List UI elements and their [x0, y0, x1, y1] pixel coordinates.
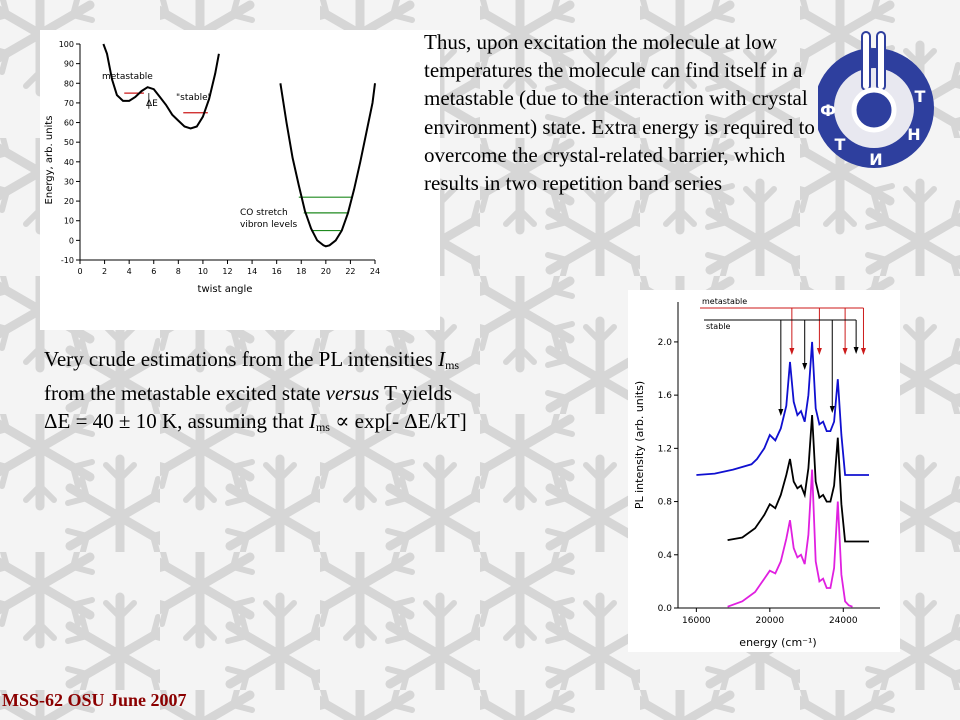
- metastable-arrowhead: [789, 348, 795, 355]
- chart1-y-tick-label: 40: [64, 158, 74, 167]
- annotation-co-stretch: CO stretch: [240, 208, 288, 218]
- chart1-x-tick-label: 24: [370, 267, 380, 276]
- chart1-y-tick-label: 90: [64, 60, 74, 69]
- footer-label: MSS-62 OSU June 2007: [2, 690, 187, 710]
- chart2-ylabel: PL intensity (arb. units): [633, 381, 646, 509]
- chart1-y-tick-label: 20: [64, 197, 74, 206]
- chart1-x-tick-label: 0: [77, 267, 82, 276]
- chart1-y-tick-label: 70: [64, 99, 74, 108]
- logo-letter: Т: [835, 135, 846, 154]
- stable-arrowhead: [829, 406, 835, 413]
- potential-curve: [279, 83, 376, 248]
- chart2-y-tick-label: 0.8: [658, 498, 673, 508]
- chart1-x-tick-label: 22: [345, 267, 355, 276]
- chart1-y-tick-label: 30: [64, 177, 74, 186]
- chart1-y-tick-label: 80: [64, 79, 74, 88]
- chart1-x-tick-label: 20: [321, 267, 331, 276]
- chart1-x-tick-label: 18: [296, 267, 306, 276]
- metastable-arrowhead: [842, 348, 848, 355]
- chart2-x-tick-label: 16000: [682, 616, 711, 626]
- chart1-y-tick-label: 10: [64, 217, 74, 226]
- chart2-xlabel: energy (cm⁻¹): [739, 636, 816, 649]
- chart1-x-tick-label: 12: [222, 267, 232, 276]
- chart2-y-tick-label: 1.2: [658, 444, 672, 454]
- chart1-y-tick-label: 0: [69, 236, 74, 245]
- stable-arrowhead: [778, 409, 784, 416]
- chart2-x-tick-label: 20000: [755, 616, 784, 626]
- pl-trace-blue: [696, 341, 869, 476]
- chart2-y-tick-label: 0.4: [658, 551, 673, 561]
- chart2-background: [628, 290, 900, 652]
- annotation-vibron-levels: vibron levels: [240, 220, 298, 230]
- metastable-arrowhead: [816, 348, 822, 355]
- chart2-y-tick-label: 2.0: [658, 338, 673, 348]
- chart2-y-tick-label: 1.6: [658, 391, 673, 401]
- chart1-x-tick-label: 6: [151, 267, 156, 276]
- annotation-stable: "stable": [176, 93, 212, 103]
- chart1-x-tick-label: 10: [198, 267, 208, 276]
- logo-letter: И: [869, 150, 882, 169]
- chart1-y-tick-label: 100: [59, 40, 74, 49]
- estimate-paragraph: Very crude estimations from the PL inten…: [44, 347, 467, 434]
- chart1-x-tick-label: 4: [127, 267, 132, 276]
- institute-logo-icon: Ф Т И Н Т: [818, 31, 934, 169]
- logo-letter: Ф: [820, 101, 836, 120]
- chart1-xlabel: twist angle: [198, 284, 253, 295]
- chart2-x-tick-label: 24000: [829, 616, 858, 626]
- intro-paragraph: Thus, upon excitation the molecule at lo…: [424, 30, 815, 196]
- potential-curve: [102, 43, 220, 130]
- annotation-delta-e: ΔE: [146, 99, 158, 109]
- energy-twist-angle-chart: 0 2 4 6 8 10 12 14 16 18 20 22 24-100102030405060708…: [40, 30, 440, 330]
- legend-metastable-label: metastable: [702, 297, 747, 306]
- chart1-ylabel: Energy, arb. units: [44, 116, 55, 205]
- chart1-x-tick-label: 14: [247, 267, 257, 276]
- chart1-x-tick-label: 8: [176, 267, 181, 276]
- logo-letter: Т: [915, 87, 926, 106]
- chart2-y-tick-label: 0.0: [658, 604, 673, 614]
- pl-trace-magenta: [727, 469, 853, 608]
- logo-letter: Н: [907, 125, 920, 144]
- stable-arrowhead: [802, 363, 808, 370]
- metastable-arrowhead: [860, 348, 866, 355]
- annotation-metastable: metastable: [102, 72, 153, 82]
- stable-arrowhead: [853, 347, 859, 354]
- chart1-background: [40, 30, 440, 330]
- legend-stable-label: stable: [706, 322, 731, 331]
- pl-trace-black: [727, 415, 869, 543]
- pl-spectrum-chart: 16000 20000 24000 0.0 0.4 0.8 1.2 1.6 2.0 metast…: [628, 290, 900, 652]
- chart1-x-tick-label: 2: [102, 267, 107, 276]
- chart1-y-tick-label: 50: [64, 138, 74, 147]
- chart1-y-tick-label: -10: [61, 256, 74, 265]
- chart1-y-tick-label: 60: [64, 119, 74, 128]
- chart1-x-tick-label: 16: [272, 267, 282, 276]
